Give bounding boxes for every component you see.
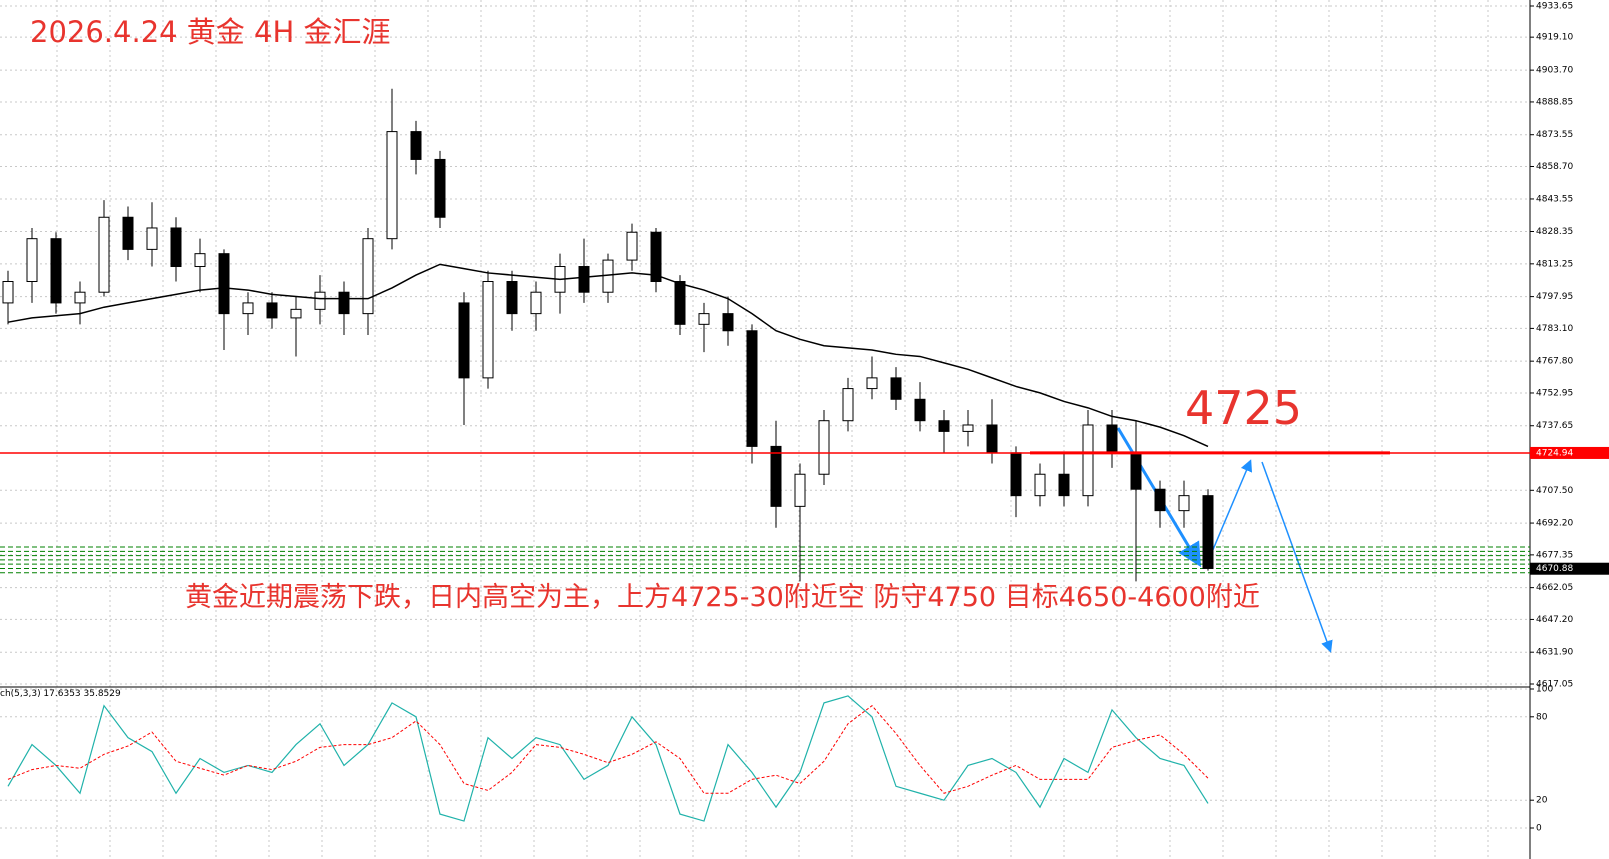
candle-body [794,473,806,507]
y-tick-label: 4647.20 [1536,615,1573,625]
candle-body [1082,424,1094,497]
candle-body [650,231,662,283]
candle-body [938,420,950,432]
candle-body [458,302,470,379]
candle-body [1010,452,1022,497]
candle-body [482,281,494,379]
candle-body [1202,495,1214,569]
price-tag-label: 4670.88 [1536,564,1573,574]
candle-body [290,308,302,319]
candle-body [242,302,254,315]
candle-body [578,266,590,293]
candle-body [266,302,278,319]
candle-body [194,253,206,268]
candle-body [1178,495,1190,512]
price-tag-label: 4724.94 [1536,448,1573,458]
candle-body [74,291,86,304]
y-tick-label: 4617.05 [1536,680,1573,690]
y-tick-label: 4797.95 [1536,292,1573,302]
candle-body [890,377,902,400]
candle-body [338,291,350,315]
y-tick-label: 0 [1536,824,1542,834]
y-tick-label: 4858.70 [1536,162,1573,172]
candle-body [842,388,854,422]
oscillator-label: ch(5,3,3) 17.6353 35.8529 [0,689,121,699]
price-tag [1530,562,1609,575]
candle-body [818,420,830,475]
candle-body [362,238,374,315]
candle-body [2,281,14,304]
y-tick-label: 4888.85 [1536,97,1573,107]
y-tick-label: 4707.50 [1536,486,1573,496]
candle-body [218,253,230,315]
candle-body [674,281,686,325]
stoch-signal [7,704,1209,794]
candle-body [1034,473,1046,497]
candle-body [1130,452,1142,490]
y-tick-label: 4828.35 [1536,227,1573,237]
price-tag [1530,446,1609,459]
candle-body [770,445,782,507]
y-tick-label: 80 [1536,712,1548,722]
candle-body [914,398,926,422]
candle-body [1154,488,1166,512]
stoch-main [7,695,1209,822]
candle-body [434,158,446,218]
y-tick-label: 4692.20 [1536,519,1573,529]
y-tick-label: 4843.55 [1536,194,1573,204]
candle-body [746,330,758,447]
y-tick-label: 20 [1536,796,1548,806]
y-tick-label: 4813.25 [1536,259,1573,269]
candle-body [530,291,542,315]
candle-body [146,227,158,250]
y-tick-label: 4662.05 [1536,583,1573,593]
y-tick-label: 4783.10 [1536,324,1573,334]
candle-body [698,313,710,325]
candle-body [50,238,62,304]
y-tick-label: 4631.90 [1536,648,1573,658]
candle-body [98,216,110,293]
candle-body [506,281,518,315]
candle-body [986,424,998,454]
y-tick-label: 4767.80 [1536,357,1573,367]
candle-body [602,259,614,293]
candle-body [386,131,398,240]
y-tick-label: 100 [1536,685,1553,695]
candle-body [626,231,638,261]
y-tick-label: 4752.95 [1536,388,1573,398]
candle-body [722,313,734,332]
moving-average [7,263,1209,448]
candle-body [866,377,878,390]
candle-body [314,291,326,310]
candle-body [122,216,134,250]
candle-body [1106,424,1118,454]
candle-body [962,424,974,432]
candle-body [410,131,422,160]
level-text: 4725 [1185,381,1302,435]
arrow [1211,459,1253,553]
note: 黄金近期震荡下跌，日内高空为主，上方4725-30附近空 防守4750 目标46… [185,582,1260,613]
grid [0,0,1530,859]
y-tick-label: 4677.35 [1536,550,1573,560]
chart-title: 2026.4.24 黄金 4H 金汇涯 [30,15,391,49]
y-tick-label: 4737.65 [1536,421,1573,431]
y-tick-label: 4919.10 [1536,33,1573,43]
candle-body [1058,473,1070,497]
y-tick-label: 4903.70 [1536,66,1573,76]
y-tick-label: 4873.55 [1536,130,1573,140]
y-tick-label: 4933.65 [1536,2,1573,12]
candle-body [26,238,38,283]
candle-body [170,227,182,268]
